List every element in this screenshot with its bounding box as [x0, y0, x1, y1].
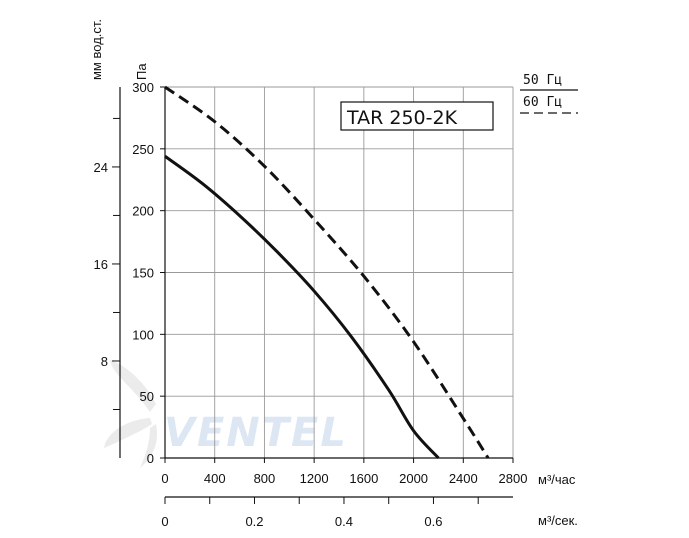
series-line-50hz [164, 155, 440, 460]
series-group [164, 85, 490, 460]
y-tick-label-200: 200 [132, 204, 154, 219]
x-tick-label-400: 400 [204, 471, 226, 486]
x-axis-ticks: 0 400 800 1200 1600 2000 2400 2800 [161, 458, 527, 486]
secondary-x-axis: 0 0.2 0.4 0.6 [161, 496, 513, 529]
x2-axis-label: м³/сек. [538, 513, 578, 528]
x-tick-label-800: 800 [254, 471, 276, 486]
legend-label-50hz: 50 Гц [523, 73, 562, 88]
y-tick-label-0: 0 [147, 451, 154, 466]
y-axis-label: Па [134, 63, 149, 80]
legend: 50 Гц 60 Гц [520, 73, 578, 114]
secondary-y-axis: 8 16 24 [94, 87, 121, 458]
y-tick-label-50: 50 [140, 389, 154, 404]
chart-title: TAR 250-2K [346, 107, 458, 129]
x-tick-label-2000: 2000 [399, 471, 428, 486]
fan-blade-icon [104, 360, 158, 468]
x2-tick-label-0.6: 0.6 [424, 514, 442, 529]
y2-axis-label: мм вод.ст. [89, 19, 104, 80]
x2-tick-label-0.2: 0.2 [245, 514, 263, 529]
ventel-watermark: VENTEL [104, 360, 348, 468]
model-label-box: TAR 250-2K [340, 101, 494, 131]
x-tick-label-1200: 1200 [300, 471, 329, 486]
legend-label-60hz: 60 Гц [523, 95, 562, 110]
model-label-frame [340, 101, 494, 131]
x-tick-label-2400: 2400 [449, 471, 478, 486]
y-tick-label-150: 150 [132, 266, 154, 281]
y2-tick-label-24: 24 [94, 160, 108, 175]
x-tick-label-0: 0 [161, 471, 168, 486]
x-tick-label-1600: 1600 [349, 471, 378, 486]
x2-tick-label-0.4: 0.4 [335, 514, 353, 529]
series-line-60hz [164, 85, 490, 459]
y-tick-label-250: 250 [132, 142, 154, 157]
ventel-watermark-text: VENTEL [164, 410, 348, 456]
y2-tick-label-16: 16 [94, 257, 108, 272]
y-tick-label-300: 300 [132, 80, 154, 95]
x-tick-label-2800: 2800 [499, 471, 528, 486]
y-tick-label-100: 100 [132, 327, 154, 342]
y-axis-ticks: 0 50 100 150 200 250 300 [132, 80, 165, 466]
x-axis-label: м³/час [538, 472, 576, 487]
y2-tick-label-8: 8 [101, 354, 108, 369]
x2-tick-label-0: 0 [161, 514, 168, 529]
grid [164, 86, 514, 459]
